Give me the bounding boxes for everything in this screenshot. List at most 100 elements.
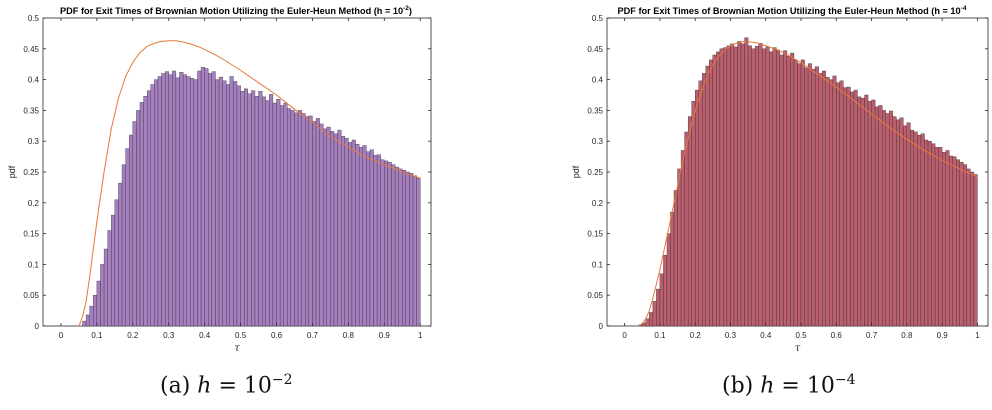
histogram-bar: [366, 151, 371, 327]
histogram-bar: [143, 96, 148, 327]
y-tick-label: 0: [35, 322, 40, 331]
histogram-bar: [769, 51, 773, 327]
histogram-bar: [179, 72, 184, 327]
histogram-bar: [814, 66, 819, 327]
x-tick-label: 0.8: [343, 331, 355, 340]
y-tick-label: 0.3: [592, 137, 604, 146]
y-axis-label-a: pdf: [7, 165, 17, 178]
histogram-bar: [765, 46, 770, 327]
histogram-bar: [754, 46, 759, 327]
histogram-bar: [687, 116, 692, 327]
histogram-bar: [254, 96, 259, 327]
histogram-bar: [333, 133, 338, 327]
chart-title-a-main: PDF for Exit Times of Brownian Motion Ut…: [60, 6, 403, 16]
histogram-bar: [215, 79, 220, 327]
histogram-bar: [927, 141, 932, 327]
caption-b-var: h: [760, 373, 775, 399]
histogram-bar: [103, 248, 108, 327]
histogram-bar: [663, 254, 668, 327]
y-tick-label: 0.5: [28, 14, 40, 23]
histogram-bar: [114, 199, 119, 327]
x-tick-label: 0: [59, 331, 64, 340]
histogram-bar: [829, 79, 833, 327]
histogram-bar: [853, 89, 858, 327]
y-tick-label: 0.2: [592, 199, 604, 208]
histogram-bar: [920, 133, 925, 327]
histogram-bar: [931, 143, 936, 327]
histogram-bar: [832, 75, 837, 327]
histogram-bar: [949, 155, 953, 327]
histogram-bar: [698, 80, 703, 327]
histogram-bar: [804, 67, 809, 327]
histogram-bar: [892, 116, 897, 327]
histogram-bar: [412, 175, 417, 327]
histogram-bar: [684, 131, 689, 327]
histogram-bar: [326, 126, 331, 327]
histogram-bar: [716, 51, 721, 327]
histogram-bar: [747, 45, 752, 327]
chart-title-a-close: ): [409, 6, 412, 16]
histogram-bar: [726, 45, 731, 327]
histogram-bar: [222, 80, 227, 327]
histogram-bar: [236, 85, 241, 327]
x-axis-label-b: τ: [795, 343, 801, 354]
histogram-bar: [705, 65, 710, 327]
x-tick-label: 0.7: [866, 331, 878, 340]
chart-title-b-exp: -4: [961, 5, 967, 12]
x-tick-label: 0.2: [127, 331, 139, 340]
histogram-bar: [129, 134, 133, 327]
histogram-bar: [409, 173, 414, 327]
histogram-bar: [233, 81, 238, 327]
histogram-bar: [204, 68, 209, 327]
y-tick-label: 0.3: [28, 137, 40, 146]
caption-a: (a) h = 10−2: [160, 372, 293, 398]
caption-a-eq: = 10: [211, 373, 272, 399]
histogram-bar: [369, 149, 374, 327]
histogram-bar: [649, 312, 654, 327]
histogram-bar: [96, 280, 101, 327]
histogram-bar: [380, 159, 385, 327]
histogram-bar: [258, 91, 263, 327]
histogram-bar: [323, 128, 327, 327]
histogram-bar: [348, 142, 353, 327]
histogram-bar: [730, 43, 735, 327]
caption-b: (b) h = 10−4: [722, 372, 855, 398]
chart-panel-b: PDF for Exit Times of Brownian Motion Ut…: [571, 5, 989, 354]
y-tick-label: 0.35: [23, 106, 39, 115]
histogram-bar: [290, 110, 295, 327]
histogram-bar: [85, 314, 90, 327]
histogram-bar: [157, 76, 162, 327]
histogram-bar: [938, 147, 943, 327]
histogram-bar: [269, 94, 274, 327]
histogram-bar: [772, 47, 777, 327]
x-tick-label: 0.3: [725, 331, 737, 340]
histogram-bar: [709, 59, 714, 327]
histogram-bar: [874, 106, 879, 327]
histogram-bar: [283, 102, 288, 327]
histogram-bar: [790, 52, 795, 327]
histogram-bar: [405, 171, 410, 327]
histogram-bar: [315, 118, 320, 327]
y-tick-label: 0: [599, 322, 604, 331]
histogram-bar: [952, 156, 957, 327]
chart-title-a: PDF for Exit Times of Brownian Motion Ut…: [60, 5, 412, 16]
histogram-bar: [811, 68, 816, 327]
histogram-bar: [956, 159, 960, 327]
y-tick-label: 0.35: [587, 106, 603, 115]
histogram-bar: [836, 82, 841, 327]
histogram-bar: [666, 233, 671, 327]
histogram-bar: [287, 108, 292, 327]
histogram-bar: [762, 48, 766, 327]
x-tick-label: 1: [418, 331, 423, 340]
histogram-bar: [903, 125, 908, 327]
histogram-bar: [822, 70, 826, 327]
histogram-bar: [733, 46, 738, 327]
histogram-bar: [758, 43, 763, 327]
histogram-bar: [193, 79, 198, 327]
histogram-bar: [402, 169, 407, 327]
x-tick-label: 0.4: [760, 331, 772, 340]
histogram-bar: [147, 90, 151, 327]
histogram-bar: [800, 59, 805, 327]
histogram-bar: [297, 110, 302, 327]
histogram-bar: [387, 161, 392, 327]
